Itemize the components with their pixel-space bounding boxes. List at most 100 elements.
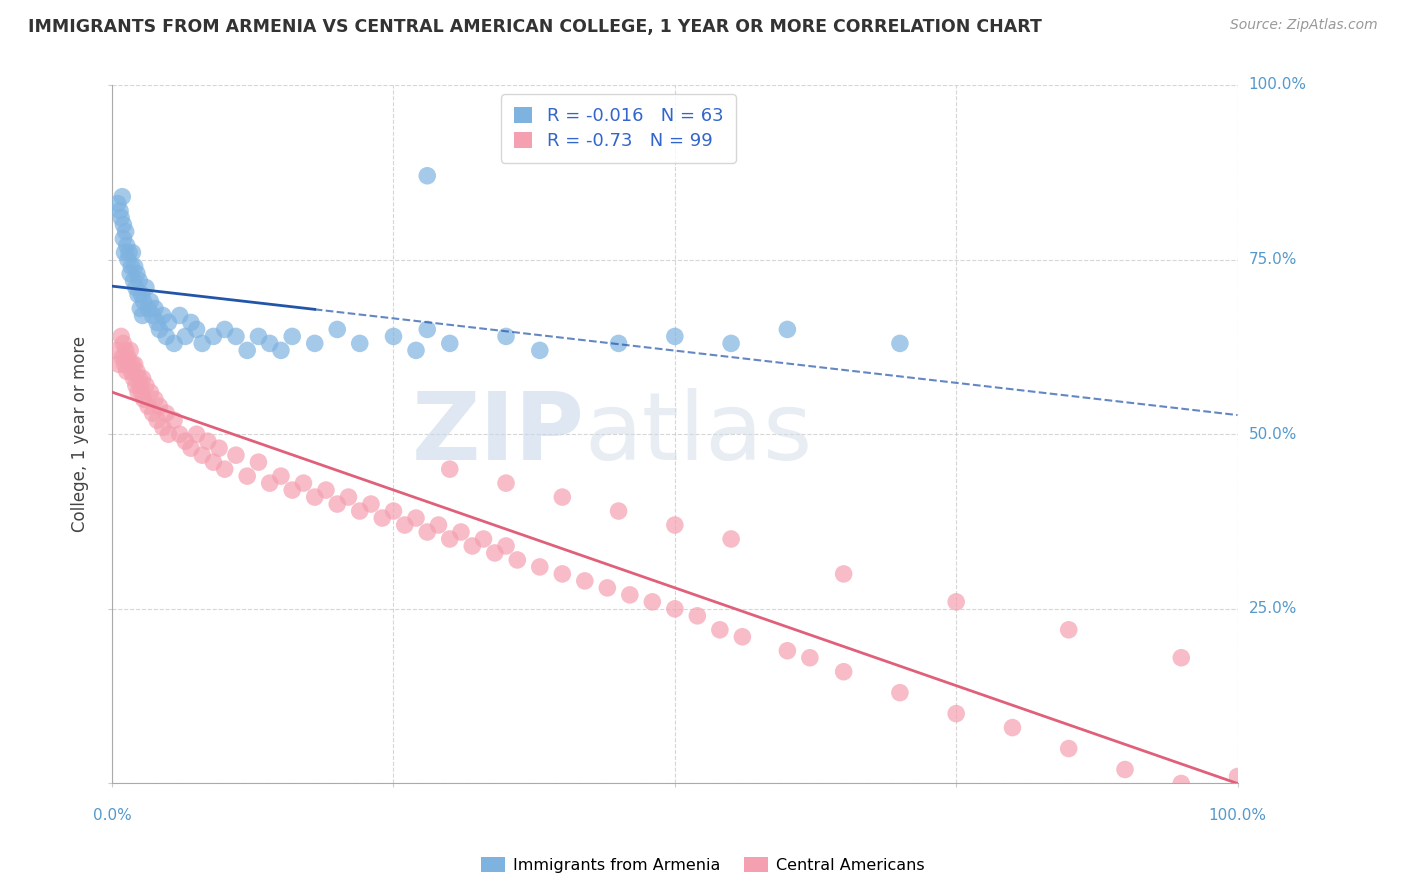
Point: [105, 343, 128, 358]
Text: IMMIGRANTS FROM ARMENIA VS CENTRAL AMERICAN COLLEGE, 1 YEAR OR MORE CORRELATION : IMMIGRANTS FROM ARMENIA VS CENTRAL AMERI…: [28, 18, 1042, 36]
Point: [121, 245, 143, 260]
Point: [664, 329, 686, 343]
Point: [118, 245, 141, 260]
Point: [405, 343, 427, 358]
Point: [472, 532, 495, 546]
Point: [125, 267, 148, 281]
Point: [180, 441, 202, 455]
Point: [1001, 721, 1024, 735]
Point: [128, 273, 150, 287]
Point: [236, 469, 259, 483]
Point: [529, 560, 551, 574]
Point: [142, 406, 165, 420]
Point: [619, 588, 641, 602]
Point: [125, 378, 148, 392]
Point: [360, 497, 382, 511]
Point: [157, 315, 180, 329]
Point: [1114, 763, 1136, 777]
Point: [112, 218, 135, 232]
Point: [607, 336, 630, 351]
Text: 0.0%: 0.0%: [93, 808, 132, 823]
Point: [214, 322, 236, 336]
Point: [664, 602, 686, 616]
Point: [110, 211, 132, 225]
Point: [664, 518, 686, 533]
Point: [889, 336, 911, 351]
Point: [225, 448, 247, 462]
Point: [114, 245, 136, 260]
Point: [236, 343, 259, 358]
Point: [115, 238, 138, 252]
Point: [112, 336, 135, 351]
Point: [155, 329, 177, 343]
Point: [326, 497, 349, 511]
Point: [186, 427, 208, 442]
Point: [143, 392, 166, 407]
Legend: R = -0.016   N = 63, R = -0.73   N = 99: R = -0.016 N = 63, R = -0.73 N = 99: [502, 94, 735, 163]
Point: [427, 518, 450, 533]
Point: [281, 329, 304, 343]
Point: [1057, 623, 1080, 637]
Point: [174, 434, 197, 449]
Point: [143, 301, 166, 316]
Point: [225, 329, 247, 343]
Point: [136, 399, 159, 413]
Point: [1226, 770, 1249, 784]
Point: [416, 322, 439, 336]
Point: [495, 476, 517, 491]
Text: atlas: atlas: [585, 388, 813, 480]
Point: [720, 336, 742, 351]
Point: [114, 357, 136, 371]
Point: [202, 455, 225, 469]
Point: [114, 343, 136, 358]
Point: [394, 518, 416, 533]
Point: [112, 232, 135, 246]
Point: [945, 595, 967, 609]
Point: [120, 343, 142, 358]
Point: [146, 315, 169, 329]
Point: [529, 343, 551, 358]
Legend: Immigrants from Armenia, Central Americans: Immigrants from Armenia, Central America…: [475, 851, 931, 880]
Point: [799, 650, 821, 665]
Point: [304, 336, 326, 351]
Point: [945, 706, 967, 721]
Point: [120, 267, 142, 281]
Point: [136, 301, 159, 316]
Point: [120, 260, 142, 274]
Text: 75.0%: 75.0%: [1249, 252, 1296, 267]
Point: [108, 203, 131, 218]
Point: [686, 608, 709, 623]
Point: [169, 309, 191, 323]
Point: [349, 336, 371, 351]
Point: [111, 190, 134, 204]
Point: [139, 294, 162, 309]
Point: [128, 371, 150, 385]
Point: [157, 427, 180, 442]
Point: [202, 329, 225, 343]
Text: 100.0%: 100.0%: [1209, 808, 1267, 823]
Point: [124, 357, 146, 371]
Point: [832, 665, 855, 679]
Point: [120, 364, 142, 378]
Point: [122, 371, 145, 385]
Point: [107, 196, 129, 211]
Point: [337, 490, 360, 504]
Point: [247, 455, 270, 469]
Point: [259, 336, 281, 351]
Point: [382, 329, 405, 343]
Point: [1170, 776, 1192, 790]
Point: [607, 504, 630, 518]
Point: [129, 301, 152, 316]
Point: [214, 462, 236, 476]
Point: [122, 273, 145, 287]
Point: [117, 351, 139, 365]
Point: [121, 357, 143, 371]
Point: [315, 483, 337, 497]
Point: [125, 364, 148, 378]
Text: 100.0%: 100.0%: [1249, 78, 1306, 93]
Point: [259, 476, 281, 491]
Point: [114, 225, 136, 239]
Point: [180, 315, 202, 329]
Point: [186, 322, 208, 336]
Point: [371, 511, 394, 525]
